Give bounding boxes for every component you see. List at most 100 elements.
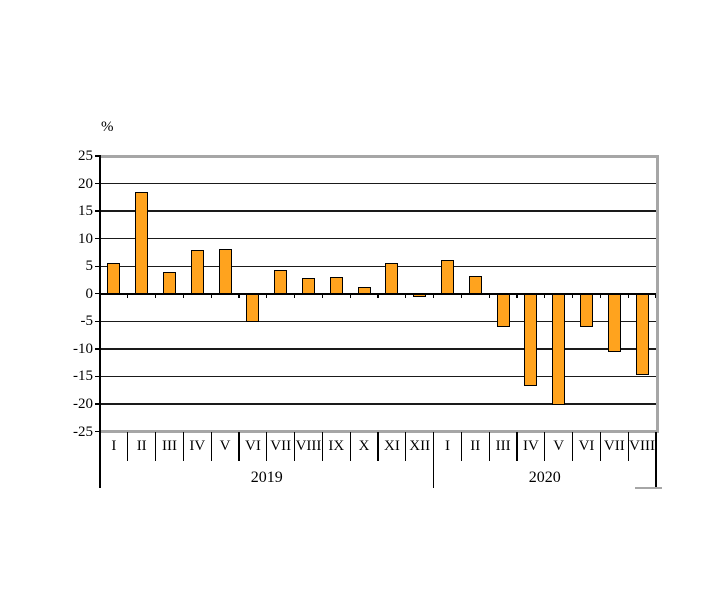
x-tick-label: II (136, 438, 147, 454)
x-axis-tick (405, 293, 407, 298)
x-tick-label: I (111, 438, 117, 454)
year-label: 2020 (528, 469, 561, 486)
y-axis-tick-label: -15 (73, 368, 93, 385)
bar-2020-VII (607, 293, 621, 352)
bar-2019-IV (190, 249, 204, 294)
x-axis-tick (571, 293, 574, 298)
year-label: 2019 (250, 469, 283, 486)
x-tick-label: IX (328, 438, 345, 454)
x-axis-tick (488, 293, 490, 298)
y-axis-tick-label: 25 (78, 148, 93, 164)
x-axis-tick (544, 293, 546, 298)
bar-2019-II (135, 192, 149, 294)
y-axis-tick (95, 293, 100, 295)
bar-2020-VI (580, 293, 593, 327)
bar-2019-VI (246, 293, 260, 323)
gridline-y-5 (100, 320, 656, 322)
x-label-separator (572, 432, 574, 461)
x-tick-label: III (161, 438, 177, 454)
x-label-separator (266, 432, 268, 461)
y-axis-tick (95, 430, 100, 433)
plot-border-right (656, 154, 659, 433)
bar-2020-V (552, 293, 566, 406)
bar-2020-III (496, 293, 510, 328)
bar-2020-IV (524, 293, 538, 387)
x-axis-tick (516, 293, 518, 298)
x-label-separator (294, 432, 296, 461)
bar-2019-IX (329, 276, 343, 294)
x-axis-line (100, 292, 656, 295)
bar-2019-I (107, 263, 121, 294)
x-label-separator (155, 432, 157, 461)
y-axis-tick-label: 5 (85, 258, 94, 275)
x-axis-tick (266, 293, 268, 298)
x-tick-label: III (495, 438, 511, 454)
y-axis-line (99, 154, 101, 433)
x-axis-tick (154, 293, 157, 298)
y-axis-tick-label: 0 (85, 285, 94, 302)
x-label-separator (627, 432, 629, 461)
x-tick-label: VII (603, 438, 625, 454)
x-tick-label: XI (383, 438, 400, 454)
bar-2019-VIII (302, 277, 315, 294)
y-axis-tick (95, 348, 100, 350)
x-tick-label: VI (578, 438, 595, 454)
y-axis-tick-label: -20 (73, 395, 93, 412)
gridline-y-20 (100, 403, 656, 405)
x-tick-label: VII (270, 438, 292, 454)
x-label-separator (127, 432, 129, 461)
bar-2019-VII (274, 269, 288, 294)
x-label-separator (349, 432, 351, 461)
x-label-separator (321, 432, 323, 461)
x-label-separator (377, 432, 379, 461)
x-label-separator (488, 432, 490, 461)
x-tick-label: IV (522, 438, 539, 454)
bar-2019-X (357, 286, 371, 294)
x-axis-tick (321, 293, 324, 298)
gridline-y20 (100, 182, 656, 185)
x-axis-tick (182, 293, 185, 298)
y-axis-tick-label: 10 (78, 230, 93, 247)
gridline-y-15 (100, 375, 656, 378)
x-label-separator (599, 432, 601, 461)
x-label-separator (238, 432, 240, 461)
bar-2019-XI (385, 262, 399, 294)
x-label-separator (210, 432, 212, 461)
y-axis-unit-label: % (101, 119, 114, 135)
x-axis-tick (349, 293, 351, 298)
x-tick-label: VIII (629, 438, 655, 454)
x-axis-tick (460, 293, 463, 298)
x-axis-tick (238, 293, 240, 298)
x-tick-label: IV (189, 438, 206, 454)
x-tick-label: V (219, 438, 231, 454)
year-separator-mid (433, 432, 435, 488)
x-axis-tick (210, 293, 212, 298)
year-separator-left (99, 432, 101, 488)
x-axis-tick (293, 293, 296, 298)
x-axis-tick (627, 293, 629, 298)
y-axis-tick-label: -25 (73, 423, 93, 440)
y-axis-tick-label: 15 (78, 203, 93, 220)
plot-border-top (100, 154, 659, 158)
year-separator-right (655, 432, 657, 488)
gridline-y-10 (100, 348, 656, 350)
bar-2019-XII (413, 293, 427, 297)
x-tick-label: I (444, 438, 450, 454)
y-axis-tick-label: -5 (80, 313, 94, 330)
x-tick-label: XII (409, 438, 431, 454)
x-label-separator (516, 432, 518, 461)
y-axis-tick (95, 403, 100, 405)
x-label-separator (460, 432, 462, 461)
x-tick-label: II (470, 438, 481, 454)
plot-border-bottom (100, 430, 659, 433)
gridline-y10 (100, 237, 656, 240)
y-axis-tick (95, 155, 100, 157)
x-tick-label: VIII (295, 438, 322, 454)
y-axis-tick (95, 182, 100, 185)
y-axis-tick (95, 375, 100, 378)
x-tick-label: X (358, 438, 370, 454)
x-label-separator (182, 432, 184, 461)
x-axis-tick (127, 293, 129, 298)
